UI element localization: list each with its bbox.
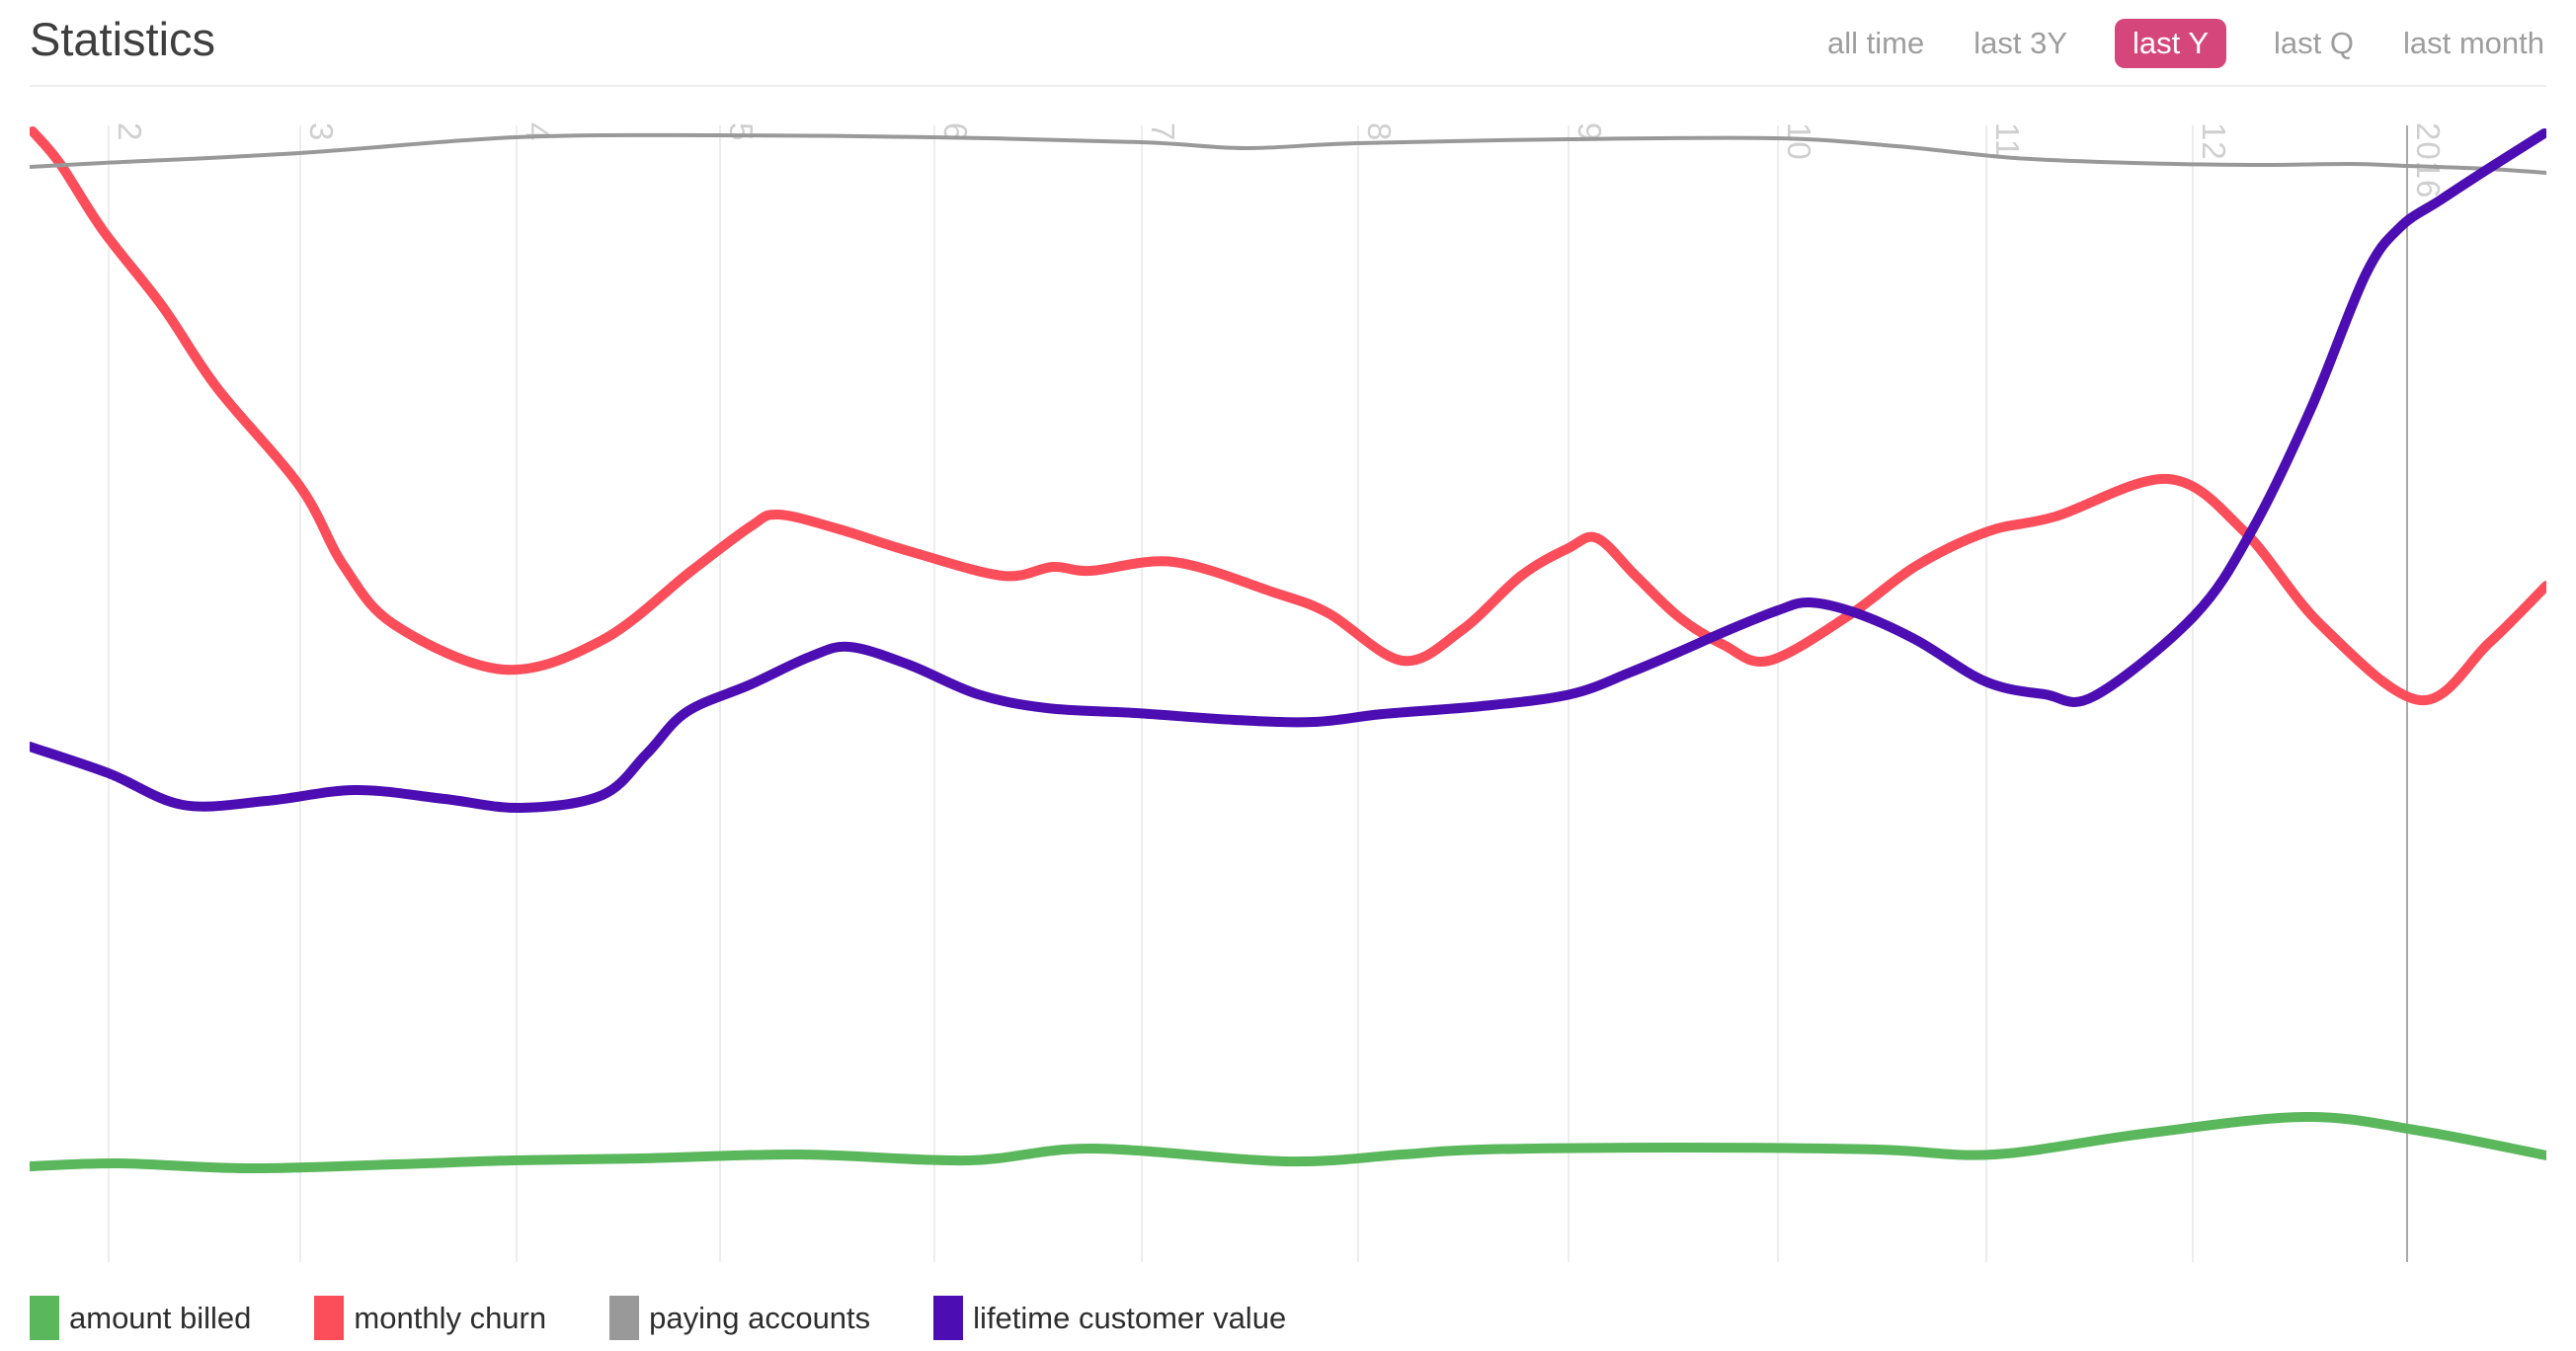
legend-swatch	[314, 1296, 345, 1340]
series-line-amount-billed	[30, 1111, 2546, 1174]
page-title: Statistics	[30, 12, 216, 65]
gridline-8	[1357, 125, 1359, 1262]
legend-item-amount-billed[interactable]: amount billed	[30, 1296, 251, 1340]
x-tick-label-11: 11	[1989, 122, 2026, 159]
x-tick-label-12: 12	[2196, 122, 2232, 161]
x-tick-label-10: 10	[1781, 122, 1817, 161]
legend-label: lifetime customer value	[973, 1300, 1287, 1335]
range-button-last-Y[interactable]: last Y	[2115, 19, 2227, 68]
legend-swatch	[933, 1296, 964, 1340]
range-button-last-Q[interactable]: last Q	[2272, 19, 2356, 68]
gridline-2	[108, 125, 110, 1262]
gridline-11	[1985, 125, 1987, 1262]
legend-item-paying-accounts[interactable]: paying accounts	[609, 1296, 870, 1340]
series-line-lifetime-customer-value	[30, 128, 2546, 814]
gridline-10	[1777, 125, 1779, 1262]
header: Statistics all time last 3Y last Y last Q la…	[30, 0, 2546, 87]
x-tick-label-9: 9	[1571, 122, 1608, 142]
range-button-last-3Y[interactable]: last 3Y	[1972, 19, 2069, 68]
x-tick-label-3: 3	[303, 122, 340, 142]
range-button-last-month[interactable]: last month	[2401, 19, 2546, 68]
legend-item-monthly-churn[interactable]: monthly churn	[314, 1296, 546, 1340]
series-line-paying-accounts	[30, 132, 2546, 175]
gridline-3	[299, 125, 301, 1262]
gridline-12	[2192, 125, 2194, 1262]
gridline-4	[516, 125, 518, 1262]
legend-label: paying accounts	[649, 1300, 871, 1335]
x-tick-label-7: 7	[1145, 122, 1181, 142]
range-button-all-time[interactable]: all time	[1825, 19, 1926, 68]
series-line-monthly-churn	[30, 126, 2546, 706]
line-chart: 2 3 4 5 6 7 8 9 10 11 12 2016	[30, 87, 2546, 1284]
legend-label: amount billed	[69, 1300, 252, 1335]
x-tick-label-2: 2	[112, 122, 148, 142]
legend-item-lifetime-customer-value[interactable]: lifetime customer value	[933, 1296, 1286, 1340]
gridline-7	[1141, 125, 1143, 1262]
legend-label: monthly churn	[354, 1300, 547, 1335]
time-range-nav: all time last 3Y last Y last Q last month	[1825, 19, 2546, 68]
legend: amount billed monthly churn paying account…	[30, 1296, 2546, 1340]
x-tick-label-2016: 2016	[2410, 122, 2447, 199]
gridline-6	[933, 125, 935, 1262]
legend-swatch	[30, 1296, 59, 1340]
series-plot	[30, 126, 2546, 1174]
legend-swatch	[609, 1296, 640, 1340]
x-tick-label-8: 8	[1361, 122, 1398, 142]
